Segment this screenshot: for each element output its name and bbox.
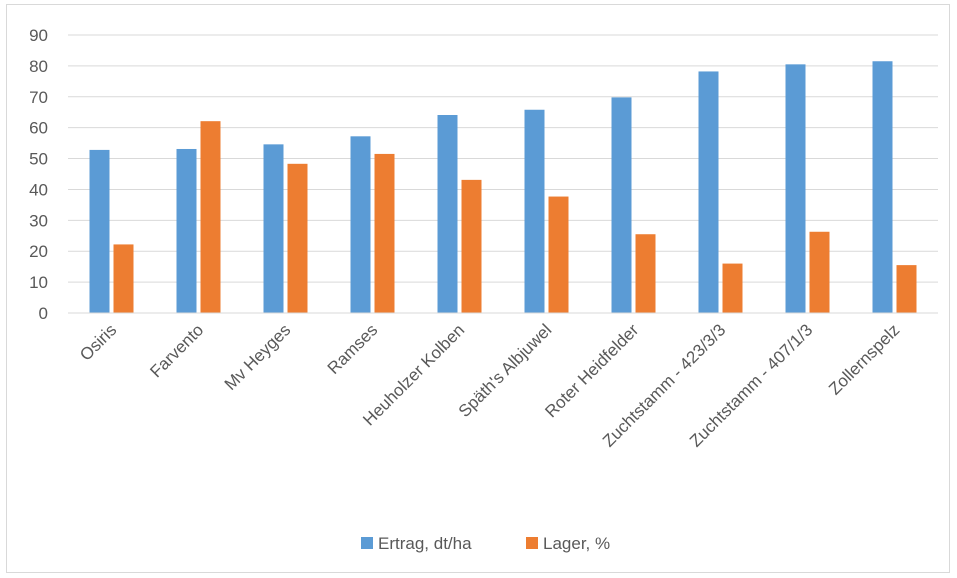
bar-ertrag bbox=[611, 97, 632, 313]
x-tick-label: Mv Heyges bbox=[221, 320, 295, 394]
bar-lager bbox=[722, 263, 743, 313]
x-tick-label: Späth's Albjuwel bbox=[455, 320, 556, 421]
x-tick-label: Ramses bbox=[324, 320, 382, 378]
bar-lager bbox=[896, 265, 917, 313]
y-tick-label: 0 bbox=[39, 304, 48, 323]
bar-lager bbox=[635, 234, 656, 313]
bar-ertrag bbox=[263, 144, 284, 313]
y-tick-label: 20 bbox=[29, 242, 48, 261]
legend: Ertrag, dt/ha Lager, % bbox=[361, 534, 610, 553]
bar-ertrag bbox=[785, 64, 806, 313]
bar-ertrag bbox=[176, 148, 197, 313]
y-tick-label: 70 bbox=[29, 88, 48, 107]
legend-label-ertrag: Ertrag, dt/ha bbox=[378, 534, 472, 553]
bar-lager bbox=[374, 153, 395, 313]
bar-lager bbox=[548, 196, 569, 313]
legend-swatch-ertrag bbox=[361, 537, 373, 549]
bar-ertrag bbox=[872, 61, 893, 313]
bar-ertrag bbox=[524, 109, 545, 313]
bar-lager bbox=[113, 244, 134, 313]
bar-ertrag bbox=[437, 115, 458, 313]
y-tick-label: 40 bbox=[29, 180, 48, 199]
y-tick-label: 80 bbox=[29, 57, 48, 76]
y-tick-label: 60 bbox=[29, 119, 48, 138]
bars bbox=[89, 61, 917, 314]
y-tick-label: 50 bbox=[29, 150, 48, 169]
gridlines bbox=[68, 34, 938, 283]
bar-lager bbox=[200, 121, 221, 314]
y-axis-ticks: 0 10 20 30 40 50 60 70 80 90 bbox=[29, 26, 48, 323]
bar-lager bbox=[287, 163, 308, 313]
x-tick-label: Zollernspelz bbox=[825, 320, 903, 398]
bar-ertrag bbox=[698, 71, 719, 314]
y-tick-label: 10 bbox=[29, 273, 48, 292]
x-tick-label: Roter Heidfelder bbox=[541, 320, 642, 421]
bar-lager bbox=[461, 179, 482, 313]
bar-lager bbox=[809, 231, 830, 313]
y-tick-label: 30 bbox=[29, 211, 48, 230]
bar-ertrag bbox=[89, 149, 110, 313]
x-tick-label: Osiris bbox=[76, 320, 120, 364]
legend-swatch-lager bbox=[526, 537, 538, 549]
bar-ertrag bbox=[350, 136, 371, 313]
legend-label-lager: Lager, % bbox=[543, 534, 610, 553]
y-tick-label: 90 bbox=[29, 26, 48, 45]
x-tick-label: Farvento bbox=[146, 320, 207, 381]
